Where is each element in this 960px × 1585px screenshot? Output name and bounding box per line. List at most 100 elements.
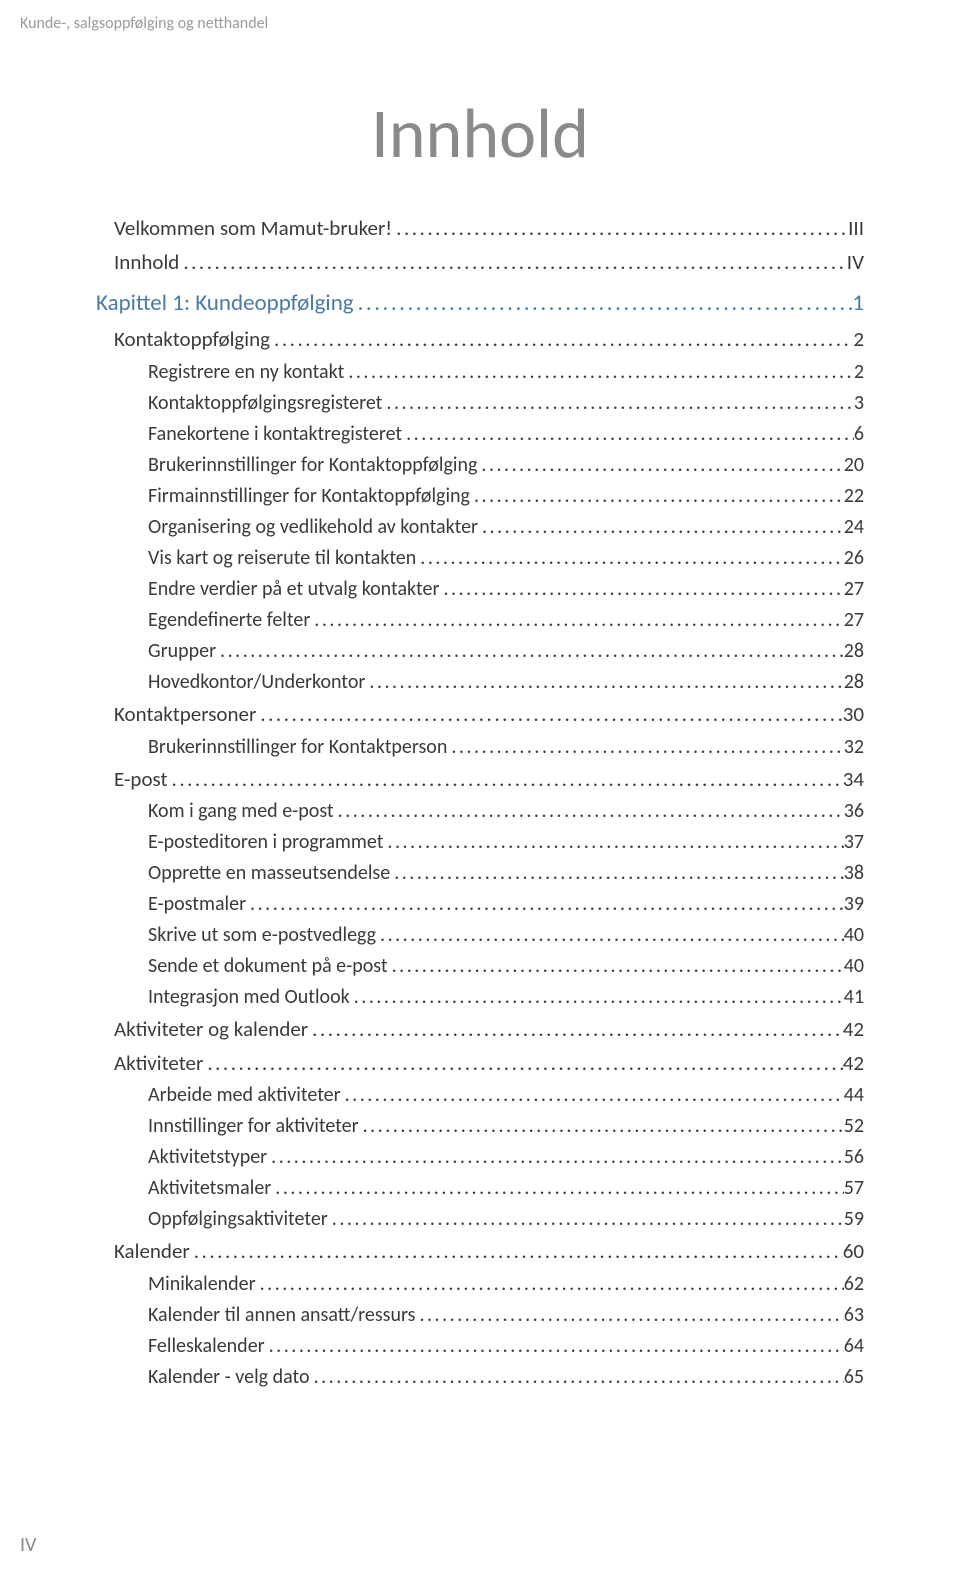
toc-leader-dots [267, 1142, 844, 1173]
toc-entry-label: Kom i gang med e-post [148, 796, 334, 827]
toc-leader-dots [271, 1173, 843, 1204]
toc-leader-dots [478, 512, 844, 543]
toc-entry-page: 37 [844, 827, 864, 858]
toc-entry: Kalender - velg dato65 [148, 1362, 864, 1393]
toc-entry-label: Firmainnstillinger for Kontaktoppfølging [148, 481, 470, 512]
toc-entry-page: 60 [843, 1235, 864, 1269]
toc-entry-page: 34 [843, 763, 864, 797]
toc-entry-page: 64 [844, 1331, 864, 1362]
toc-entry-label: Kalender [114, 1235, 190, 1269]
toc-entry-page: 6 [854, 419, 864, 450]
toc-entry: Aktiviteter42 [114, 1047, 864, 1081]
toc-leader-dots [334, 796, 844, 827]
toc-entry-page: 44 [844, 1080, 864, 1111]
toc-entry: Vis kart og reiserute til kontakten 26 [148, 543, 864, 574]
toc-entry-page: 42 [843, 1013, 864, 1047]
toc-leader-dots [390, 858, 844, 889]
toc-entry-label: Endre verdier på et utvalg kontakter [148, 574, 439, 605]
toc-entry-page: 39 [844, 889, 864, 920]
toc-leader-dots [439, 574, 843, 605]
toc-entry: InnholdIV [114, 246, 864, 280]
toc-entry-page: 42 [843, 1047, 864, 1081]
toc-leader-dots [190, 1235, 843, 1269]
toc-entry-label: Innhold [114, 246, 179, 280]
toc-entry-label: Felleskalender [148, 1331, 265, 1362]
toc-entry-label: Velkommen som Mamut-bruker! [114, 212, 392, 246]
toc-entry-page: 57 [844, 1173, 864, 1204]
toc-entry-label: Egendefinerte felter [148, 605, 310, 636]
toc-leader-dots [365, 667, 843, 698]
toc-entry: Aktivitetsmaler 57 [148, 1173, 864, 1204]
toc-entry: Grupper 28 [148, 636, 864, 667]
toc-entry: Arbeide med aktiviteter 44 [148, 1080, 864, 1111]
toc-entry-label: Kalender - velg dato [148, 1362, 310, 1393]
toc-leader-dots [388, 951, 844, 982]
toc-entry-page: 27 [844, 605, 864, 636]
toc-entry: Organisering og vedlikehold av kontakter… [148, 512, 864, 543]
toc-entry: Kontaktoppfølging2 [114, 323, 864, 357]
toc-entry-label: Hovedkontor/Underkontor [148, 667, 365, 698]
toc-entry: Endre verdier på et utvalg kontakter 27 [148, 574, 864, 605]
toc-entry-label: Sende et dokument på e-post [148, 951, 388, 982]
toc-entry-page: III [848, 212, 864, 246]
toc-entry: Aktiviteter og kalender42 [114, 1013, 864, 1047]
toc-leader-dots [308, 1013, 843, 1047]
toc-entry-label: Registrere en ny kontakt [148, 357, 344, 388]
toc-entry-label: Kontaktpersoner [114, 698, 256, 732]
toc-entry-label: Integrasjon med Outlook [148, 982, 350, 1013]
toc-entry: Kontaktoppfølgingsregisteret3 [148, 388, 864, 419]
toc-entry: Kom i gang med e-post36 [148, 796, 864, 827]
toc-entry-page: 26 [844, 543, 864, 574]
toc-leader-dots [179, 246, 846, 280]
toc-entry: Velkommen som Mamut-bruker! III [114, 212, 864, 246]
toc-leader-dots [203, 1047, 842, 1081]
toc-leader-dots [328, 1204, 844, 1235]
toc-leader-dots [382, 388, 853, 419]
toc-entry: Fanekortene i kontaktregisteret6 [148, 419, 864, 450]
toc-entry-label: Skrive ut som e-postvedlegg [148, 920, 376, 951]
toc-entry-page: 38 [844, 858, 864, 889]
toc-leader-dots [383, 827, 843, 858]
toc-entry-page: 40 [844, 920, 864, 951]
toc-entry: E-posteditoren i programmet 37 [148, 827, 864, 858]
toc-entry-label: Kontaktoppfølgingsregisteret [148, 388, 382, 419]
toc-entry-label: Grupper [148, 636, 216, 667]
toc-entry-page: 27 [844, 574, 864, 605]
toc-entry: Registrere en ny kontakt 2 [148, 357, 864, 388]
toc-entry-page: 22 [844, 481, 864, 512]
toc-entry-label: E-posteditoren i programmet [148, 827, 383, 858]
toc-leader-dots [415, 1300, 843, 1331]
toc-leader-dots [354, 283, 853, 323]
toc-leader-dots [341, 1080, 844, 1111]
toc-entry-page: 30 [843, 698, 864, 732]
toc-entry: E-post34 [114, 763, 864, 797]
toc-leader-dots [256, 698, 842, 732]
toc-entry: Sende et dokument på e-post40 [148, 951, 864, 982]
toc-entry: Aktivitetstyper56 [148, 1142, 864, 1173]
toc-leader-dots [350, 982, 844, 1013]
toc-entry: Hovedkontor/Underkontor 28 [148, 667, 864, 698]
toc-leader-dots [216, 636, 844, 667]
toc-leader-dots [310, 1362, 844, 1393]
toc-entry: Integrasjon med Outlook41 [148, 982, 864, 1013]
table-of-contents: Velkommen som Mamut-bruker! IIIInnholdIV K… [96, 212, 864, 1393]
toc-entry-label: Arbeide med aktiviteter [148, 1080, 341, 1111]
document-page: Kunde-, salgsoppfølging og netthandel In… [0, 0, 960, 1585]
toc-entry-page: 59 [844, 1204, 864, 1235]
toc-entry-label: Aktivitetsmaler [148, 1173, 271, 1204]
toc-entry-page: 24 [844, 512, 864, 543]
toc-entry: Kontaktpersoner 30 [114, 698, 864, 732]
toc-leader-dots [344, 357, 854, 388]
toc-entry-label: Brukerinnstillinger for Kontaktperson [148, 732, 447, 763]
toc-entry: Minikalender62 [148, 1269, 864, 1300]
toc-entry-page: 28 [844, 667, 864, 698]
toc-entry-label: Minikalender [148, 1269, 256, 1300]
toc-leader-dots [392, 212, 848, 246]
toc-leader-dots [168, 763, 843, 797]
toc-entry-page: 28 [844, 636, 864, 667]
toc-leader-dots [470, 481, 844, 512]
toc-entry-label: Vis kart og reiserute til kontakten [148, 543, 416, 574]
toc-entry: Felleskalender 64 [148, 1331, 864, 1362]
toc-leader-dots [447, 732, 843, 763]
toc-entry-page: 2 [854, 357, 864, 388]
